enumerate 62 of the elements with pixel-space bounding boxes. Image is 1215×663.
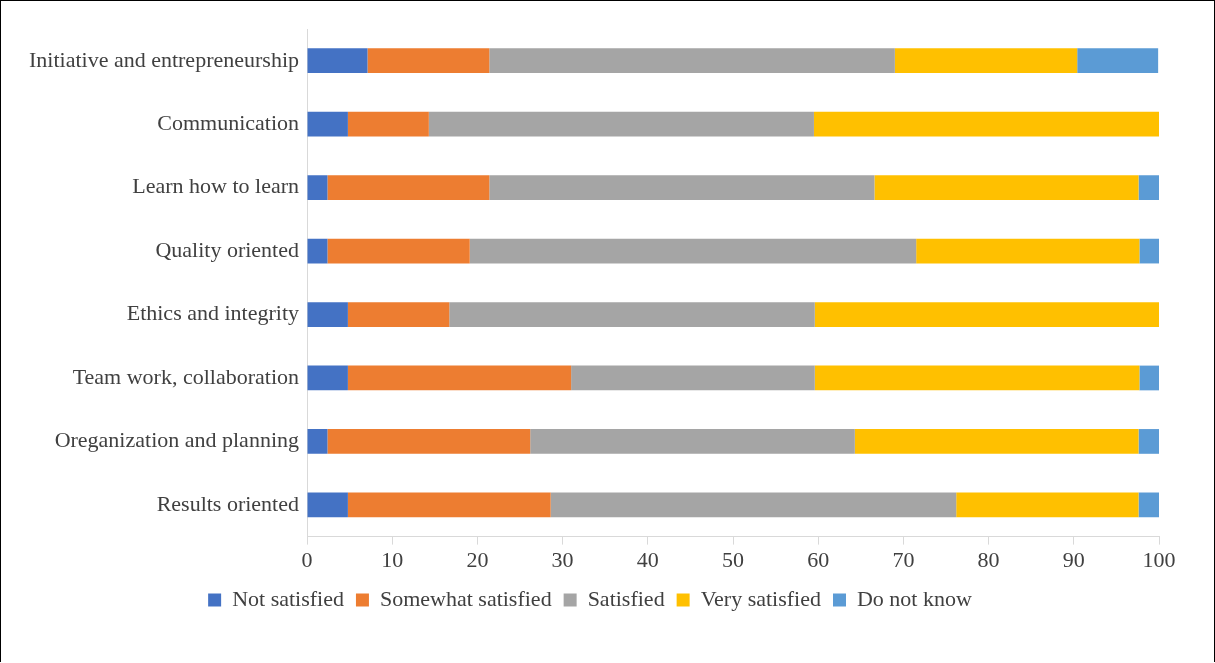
bar — [367, 48, 490, 74]
bar — [1139, 238, 1159, 264]
bar — [327, 175, 490, 200]
legend-label: Do not know — [856, 585, 972, 611]
bar — [347, 365, 572, 391]
bar — [307, 365, 348, 391]
legend-label: Somewhat satisfied — [379, 585, 552, 611]
x-tick-label: 80 — [977, 546, 1000, 572]
bar — [347, 492, 551, 518]
bar — [449, 302, 815, 327]
x-tick-label: 100 — [1142, 546, 1176, 572]
x-tick-label: 70 — [892, 546, 915, 572]
bar — [550, 492, 957, 518]
bar — [327, 238, 470, 264]
bar — [307, 48, 368, 74]
legend-label: Very satisfied — [700, 585, 821, 611]
bar — [894, 48, 1078, 74]
y-tick-label: Results oriented — [156, 490, 299, 516]
x-tick-label: 10 — [381, 546, 404, 572]
x-tick-label: 0 — [301, 546, 313, 572]
bar — [307, 492, 348, 518]
bar — [571, 365, 815, 391]
bar — [347, 111, 429, 137]
x-tick-label: 40 — [636, 546, 659, 572]
bar — [489, 48, 895, 74]
bar — [489, 175, 875, 200]
y-tick-label: Communication — [157, 109, 299, 135]
bar — [814, 302, 1159, 327]
x-tick-label: 30 — [551, 546, 574, 572]
bar — [428, 111, 814, 137]
x-tick-label: 50 — [722, 546, 744, 572]
bar — [307, 429, 328, 454]
y-tick-label: Oreganization and planning — [54, 427, 299, 453]
bar — [916, 238, 1140, 264]
bar — [813, 111, 1159, 137]
bar — [1138, 429, 1159, 454]
bar — [307, 302, 348, 327]
bar — [1138, 175, 1159, 200]
bar — [307, 111, 348, 137]
y-tick-label: Learn how to learn — [132, 173, 299, 199]
bar — [1139, 365, 1159, 391]
bar — [1077, 48, 1159, 74]
bar — [814, 365, 1140, 391]
bar — [530, 429, 855, 454]
bar — [327, 429, 531, 454]
y-tick-label: Quality oriented — [155, 236, 299, 262]
y-tick-label: Ethics and integrity — [126, 300, 299, 326]
legend-label: Satisfied — [587, 585, 665, 611]
bar — [469, 238, 917, 264]
bar — [874, 175, 1139, 200]
x-tick-label: 90 — [1062, 546, 1085, 572]
y-tick-label: Team work, collaboration — [72, 363, 299, 389]
bar — [307, 238, 328, 264]
bar — [956, 492, 1139, 518]
legend-label: Not satisfied — [232, 585, 344, 611]
bar — [854, 429, 1139, 454]
bar — [307, 175, 328, 200]
y-tick-label: Initiative and entrepreneurship — [28, 46, 299, 72]
bar — [1138, 492, 1159, 518]
bar — [347, 302, 450, 327]
x-tick-label: 60 — [807, 546, 830, 572]
x-tick-label: 20 — [466, 546, 489, 572]
